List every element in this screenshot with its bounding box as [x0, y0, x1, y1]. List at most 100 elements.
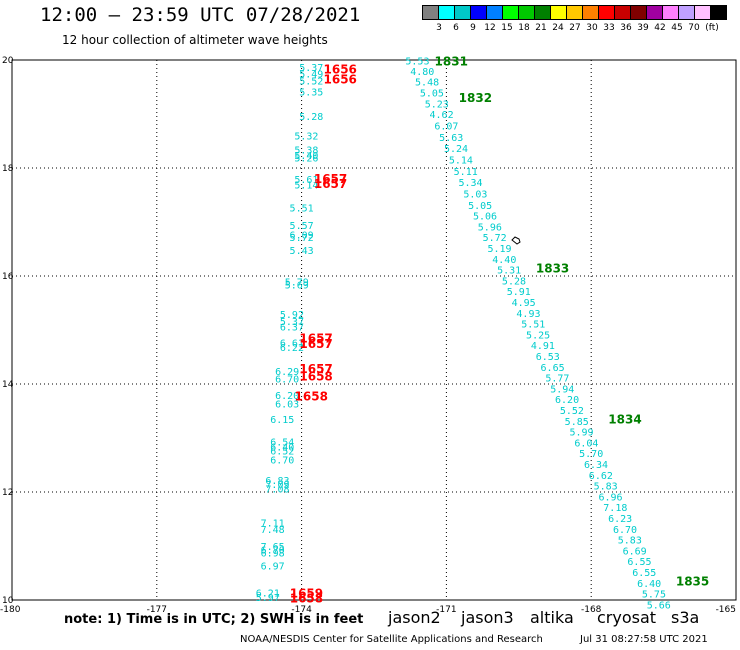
- wave-height-label: 5.14: [294, 180, 318, 191]
- wave-height-label: 5.92: [280, 310, 304, 321]
- wave-height-label: 6.52: [270, 447, 294, 458]
- wave-height-label: 5.61: [294, 175, 318, 186]
- wave-height-label: 5.85: [565, 417, 589, 428]
- legend-tick: 45: [671, 23, 683, 33]
- legend-swatch: [438, 5, 455, 20]
- pass-time-label: 1656: [324, 72, 357, 86]
- pass-time-label: 1832: [459, 91, 492, 105]
- wave-height-label: 5.63: [439, 133, 463, 144]
- legend-tick: 33: [603, 23, 615, 33]
- legend-tick: 21: [535, 23, 547, 33]
- wave-height-label: 6.54: [270, 437, 294, 448]
- wave-height-label: 5.23: [425, 99, 449, 110]
- wave-height-label: 5.28: [502, 276, 526, 287]
- satellite-altika: altika: [530, 608, 574, 627]
- wave-height-label: 6.03: [275, 400, 299, 411]
- legend-swatch: [598, 5, 615, 20]
- legend-swatch: [486, 5, 503, 20]
- legend-tick: 15: [501, 23, 513, 33]
- wave-height-label: 7.08: [265, 484, 289, 495]
- wave-height-label: 5.70: [579, 449, 603, 460]
- wave-height-label: 5.25: [526, 330, 550, 341]
- legend-swatch: [662, 5, 679, 20]
- wave-height-label: 5.37: [280, 317, 304, 328]
- wave-height-label: 5.57: [290, 221, 314, 232]
- x-tick-label: -171: [436, 605, 456, 615]
- wave-height-label: 6.21: [256, 589, 280, 600]
- y-tick-label: 12: [2, 488, 13, 498]
- legend-tick: 39: [637, 23, 649, 33]
- wave-height-label: 6.22: [280, 343, 304, 354]
- legend-tick: 18: [518, 23, 530, 33]
- wave-height-label: 6.65: [541, 363, 565, 374]
- legend-tick: 42: [654, 23, 666, 33]
- wave-height-label: 4.80: [410, 67, 434, 78]
- wave-height-label: 5.48: [415, 78, 439, 89]
- legend-tick: 30: [586, 23, 598, 33]
- wave-height-label: 5.34: [458, 178, 482, 189]
- wave-height-label: 6.23: [608, 514, 632, 525]
- wave-height-label: 7.18: [603, 503, 627, 514]
- wave-height-label: 5.69: [285, 281, 309, 292]
- wave-height-label: 5.52: [299, 77, 323, 88]
- credit-line: NOAA/NESDIS Center for Satellite Applica…: [240, 634, 543, 645]
- wave-height-label: 5.35: [299, 87, 323, 98]
- pass-time-label: 1656: [324, 63, 357, 77]
- wave-height-label: 5.72: [483, 233, 507, 244]
- x-tick-label: -174: [291, 605, 312, 615]
- pass-time-label: 1657: [299, 362, 332, 376]
- wave-height-label: 5.52: [560, 406, 584, 417]
- wave-height-label: 5.83: [618, 536, 642, 547]
- legend-swatch: [582, 5, 599, 20]
- pass-time-label: 1834: [608, 413, 641, 427]
- wave-height-label: 5.14: [449, 155, 473, 166]
- legend-swatch: [630, 5, 647, 20]
- wave-height-label: 5.05: [420, 88, 444, 99]
- y-tick-label: 20: [2, 56, 14, 66]
- wave-height-label: 6.96: [598, 492, 622, 503]
- legend-tick: 3: [436, 23, 442, 33]
- legend-swatch: [678, 5, 695, 20]
- pass-time-label: 1831: [435, 55, 468, 69]
- legend-swatch: [470, 5, 487, 20]
- pass-time-label: 1659: [290, 587, 323, 601]
- legend-tick: 24: [552, 23, 564, 33]
- wave-height-label: 6.98: [261, 549, 285, 560]
- wave-height-label: 6.62: [589, 471, 613, 482]
- satellite-s3a: s3a: [671, 608, 700, 627]
- legend-swatch: [614, 5, 631, 20]
- generated-timestamp: Jul 31 08:27:58 UTC 2021: [580, 634, 708, 645]
- island-shape: [511, 236, 521, 245]
- wave-height-label: 5.38: [294, 146, 318, 157]
- wave-height-label: 5.26: [294, 153, 318, 164]
- wave-height-label: 6.53: [536, 352, 560, 363]
- x-tick-label: -177: [147, 605, 167, 615]
- wave-height-label: 5.43: [290, 246, 314, 257]
- wave-height-label: 7.48: [261, 525, 285, 536]
- wave-height-label: 7.09: [265, 480, 289, 491]
- legend-tick: 36: [620, 23, 632, 33]
- wave-height-label: 5.06: [473, 212, 497, 223]
- wave-height-label: 6.20: [275, 391, 299, 402]
- legend-swatch: [710, 5, 727, 20]
- wave-height-label: 5.97: [256, 593, 280, 604]
- wave-height-label: 6.20: [555, 395, 579, 406]
- wave-height-label: 6.97: [261, 562, 285, 573]
- legend-tick: 27: [569, 23, 581, 33]
- wave-height-label: 5.83: [594, 482, 618, 493]
- footer-note: note: 1) Time is in UTC; 2) SWH is in fe…: [64, 612, 364, 627]
- wave-height-label: 7.11: [261, 518, 285, 529]
- legend-unit: (ft): [705, 23, 719, 33]
- wave-height-label: 6.40: [637, 579, 661, 590]
- wave-height-label: 5.19: [487, 244, 511, 255]
- wave-height-label: 6.70: [275, 375, 299, 386]
- wave-height-label: 6.15: [270, 415, 294, 426]
- pass-time-label: 1658: [290, 591, 323, 605]
- wave-height-label: 5.11: [454, 167, 478, 178]
- satellite-cryosat: cryosat: [597, 608, 657, 627]
- page-subtitle: 12 hour collection of altimeter wave hei…: [62, 33, 328, 47]
- wave-height-label: 6.37: [280, 322, 304, 333]
- wave-height-label: 5.99: [569, 428, 593, 439]
- satellite-jason3: jason3: [461, 608, 514, 627]
